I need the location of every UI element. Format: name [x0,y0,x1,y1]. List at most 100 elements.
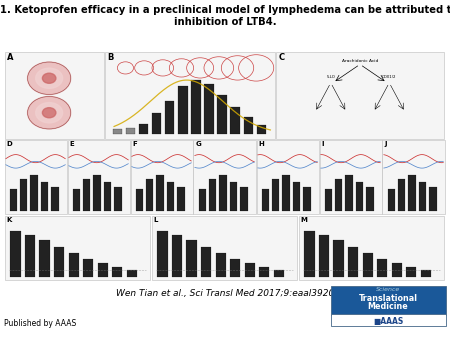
Text: Arachidonic Acid: Arachidonic Acid [342,59,378,63]
Text: Fig. 1. Ketoprofen efficacy in a preclinical model of lymphedema can be attribut: Fig. 1. Ketoprofen efficacy in a preclin… [0,5,450,27]
Bar [240,187,248,211]
Text: D: D [7,141,13,147]
Circle shape [27,62,71,95]
FancyBboxPatch shape [4,140,67,214]
Bar [139,124,149,134]
Text: ■AAAS: ■AAAS [373,317,403,326]
FancyBboxPatch shape [194,140,256,214]
Bar [98,263,108,277]
FancyBboxPatch shape [105,52,275,139]
Circle shape [36,68,63,89]
FancyBboxPatch shape [298,216,444,280]
Bar [304,231,315,277]
Bar [303,187,310,211]
Bar [135,189,143,211]
Bar [230,107,240,134]
Text: Medicine: Medicine [368,302,409,311]
Text: 5-LO: 5-LO [326,75,335,79]
Text: Science: Science [376,287,400,292]
Text: B: B [108,53,114,63]
Bar [243,118,253,134]
Bar [261,189,269,211]
Text: J: J [385,141,387,147]
Bar [418,182,426,211]
Bar [216,253,226,277]
Bar [152,113,162,134]
Text: H: H [259,141,265,147]
Text: I: I [322,141,324,147]
Bar [319,235,329,277]
Bar [333,240,344,277]
Circle shape [36,103,63,123]
Bar [387,189,395,211]
Bar [54,247,64,277]
Bar [346,175,353,211]
Text: Published by AAAS: Published by AAAS [4,319,77,328]
Bar [68,253,79,277]
FancyBboxPatch shape [130,140,193,214]
Text: G: G [196,141,202,147]
Bar [25,235,35,277]
Bar [10,189,17,211]
Bar [165,101,175,134]
Bar [363,253,373,277]
FancyBboxPatch shape [4,52,104,139]
Bar [191,80,201,134]
Bar [51,187,58,211]
Bar [366,187,374,211]
Text: L: L [154,217,158,222]
Bar [429,187,436,211]
Bar [20,179,27,211]
FancyBboxPatch shape [68,140,130,214]
Bar [198,189,206,211]
Bar [40,182,48,211]
Bar [408,175,416,211]
Text: A: A [7,53,13,63]
Bar [177,187,184,211]
Bar [40,240,50,277]
Bar [83,259,93,277]
Bar [158,231,167,277]
Text: Translational: Translational [359,294,418,303]
FancyBboxPatch shape [256,140,319,214]
Text: K: K [7,217,12,222]
Text: E: E [70,141,75,147]
Bar [377,259,387,277]
Bar [256,125,266,134]
Bar [126,128,135,134]
FancyBboxPatch shape [152,216,297,280]
FancyBboxPatch shape [4,216,150,280]
FancyBboxPatch shape [320,140,382,214]
Bar [335,179,342,211]
Bar [104,182,111,211]
Bar [245,263,255,277]
Circle shape [27,97,71,129]
Bar [201,247,211,277]
Bar [113,129,122,134]
Bar [73,189,80,211]
Text: COX1/2: COX1/2 [382,75,396,79]
Bar [283,175,290,211]
Bar [209,179,216,211]
Bar [178,87,188,134]
Bar [83,179,90,211]
Bar [230,182,237,211]
Bar [127,270,137,277]
Circle shape [42,73,56,83]
Text: C: C [279,53,284,63]
FancyBboxPatch shape [331,314,446,326]
Bar [348,247,358,277]
Bar [217,95,227,134]
Bar [114,187,122,211]
Bar [146,179,153,211]
Circle shape [42,108,56,118]
Bar [166,182,174,211]
Bar [157,175,164,211]
Bar [10,231,21,277]
Bar [204,84,214,134]
Bar [219,175,227,211]
Bar [230,259,240,277]
Text: M: M [301,217,308,222]
Text: F: F [133,141,138,147]
Bar [272,179,279,211]
